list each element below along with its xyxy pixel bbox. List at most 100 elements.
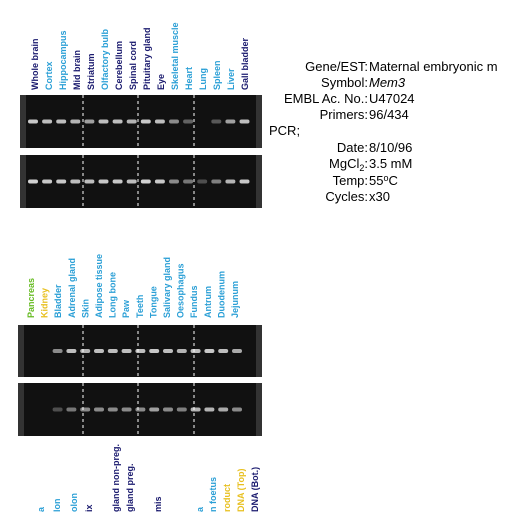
lane-label: Gall bladder	[240, 37, 250, 90]
lane-label: Striatum	[86, 53, 96, 90]
gel-band	[163, 407, 173, 412]
gel-band	[140, 179, 151, 184]
lane-label: Fundus	[189, 286, 199, 319]
info-label: Symbol:	[321, 75, 368, 90]
gel-band	[149, 407, 160, 412]
gel-band	[121, 407, 132, 412]
gel-well-right	[256, 325, 262, 377]
gel-band	[232, 349, 242, 353]
gel-band	[183, 119, 194, 124]
gel-band	[135, 349, 146, 353]
lane-label: a	[195, 506, 205, 512]
gel-band	[190, 407, 201, 412]
gel-band	[80, 349, 91, 353]
info-value: 96/434	[369, 107, 409, 122]
lane-label: roduct	[222, 484, 232, 512]
lane-label: Pituitary gland	[142, 27, 152, 90]
gel-band	[112, 119, 123, 124]
gel-well-left	[20, 95, 26, 148]
lane-label: Cerebellum	[114, 41, 124, 90]
number: 55	[369, 173, 383, 188]
lane-label: Tongue	[148, 286, 158, 318]
info-label: Gene/EST:	[305, 59, 368, 74]
gel-band	[169, 179, 179, 184]
gel-band	[204, 407, 215, 412]
info-label: Primers:	[320, 107, 368, 122]
gel-band	[126, 119, 137, 124]
subscript: 2	[359, 163, 364, 173]
gel-band	[204, 349, 215, 353]
lane-label: Mid brain	[72, 50, 82, 90]
gel-band	[66, 349, 77, 353]
gel-image	[18, 325, 262, 377]
gel-band	[211, 119, 222, 124]
gel-band	[66, 407, 77, 412]
gel-band	[56, 119, 67, 124]
gel-band	[107, 407, 118, 412]
info-label: EMBL Ac. No.:	[284, 91, 368, 106]
info-value: Mem3	[369, 75, 406, 90]
lane-label: Duodenum	[216, 271, 226, 318]
gel-well-right	[256, 383, 262, 436]
lane-label: n foetus	[208, 477, 218, 512]
gel-band	[28, 119, 38, 124]
gel-band	[169, 119, 179, 124]
lane-label: Pancreas	[26, 278, 36, 318]
info-label: Temp:	[333, 173, 368, 188]
gel-band	[126, 179, 137, 184]
lane-label: Lung	[198, 68, 208, 90]
gel-band	[112, 179, 123, 184]
gel-band	[98, 179, 109, 184]
gel-band	[121, 349, 132, 353]
lane-label: Long bone	[108, 272, 118, 318]
gel-band	[80, 407, 91, 412]
gel-band	[56, 179, 67, 184]
gel-well-right	[256, 95, 262, 148]
gel-band	[225, 119, 236, 124]
info-value: U47024	[369, 91, 415, 106]
gel-band	[70, 179, 81, 184]
gel-band	[218, 349, 229, 353]
lane-label: Liver	[226, 68, 236, 90]
gel-band	[218, 407, 229, 412]
lane-label: ix	[84, 504, 94, 512]
gel-well-left	[20, 155, 26, 208]
lane-label: mis	[153, 496, 163, 512]
lane-label: gland preg.	[125, 463, 135, 512]
gel-band	[154, 179, 165, 184]
gel-image	[20, 95, 262, 148]
lane-label: Salivary gland	[162, 257, 172, 318]
gel-band	[232, 407, 242, 412]
gel-band	[140, 119, 151, 124]
lane-label: olon	[69, 493, 79, 512]
gel-band	[135, 407, 146, 412]
gel-band	[163, 349, 173, 353]
lane-label: Eye	[156, 74, 166, 90]
lane-label: DNA (Top)	[236, 469, 246, 512]
gel-well-left	[18, 325, 24, 377]
gel-band	[154, 119, 165, 124]
info-label: PCR;	[269, 123, 300, 138]
info-block: Gene/EST: Maternal embryonic m Symbol: M…	[269, 59, 498, 204]
gel-band	[52, 407, 63, 412]
colon: :	[364, 156, 368, 171]
lane-label: Adipose tissue	[94, 254, 104, 318]
lane-label: Spleen	[212, 60, 222, 90]
info-value: Maternal embryonic m	[369, 59, 498, 74]
gel-band	[84, 119, 95, 124]
lane-label: Kidney	[40, 288, 50, 318]
gel-well-right	[256, 155, 262, 208]
lane-label: DNA (Bot.)	[250, 467, 260, 512]
gel-band	[239, 119, 250, 124]
info-label: Cycles:	[325, 189, 368, 204]
gel-band	[239, 179, 250, 184]
gel-band	[176, 407, 187, 412]
gel-image	[18, 383, 262, 436]
gel-well-left	[18, 383, 24, 436]
lane-label: Cortex	[44, 61, 54, 90]
gel-band	[211, 179, 222, 184]
gel-band	[225, 179, 236, 184]
info-value: x30	[369, 189, 390, 204]
